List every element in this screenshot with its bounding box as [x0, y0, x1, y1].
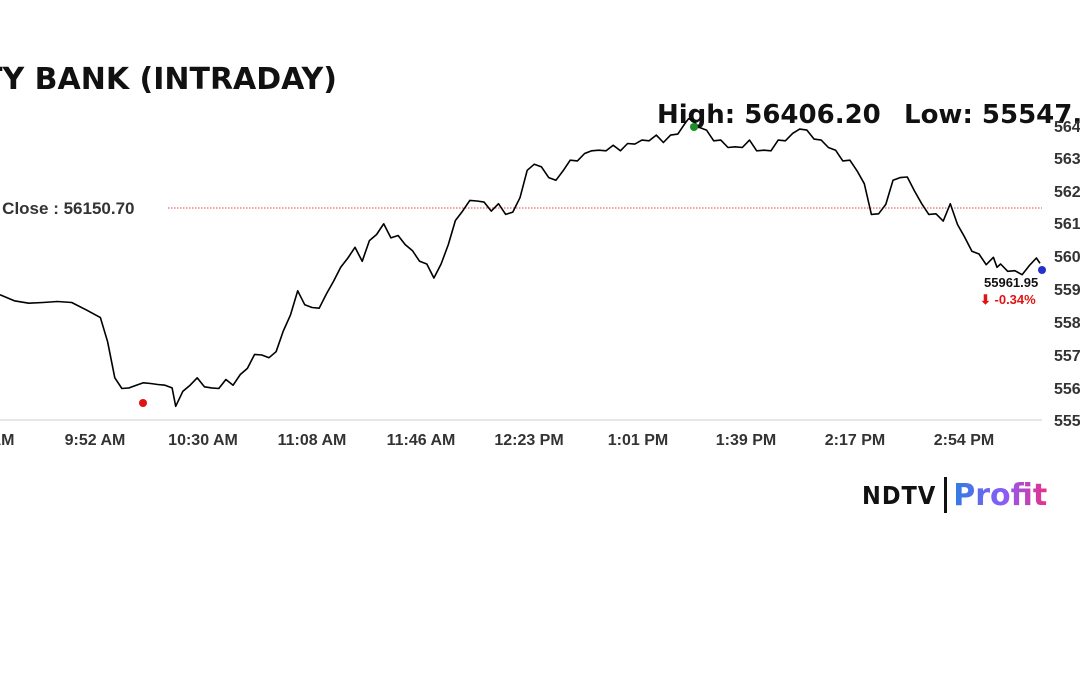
y-tick-label: 556 — [1054, 381, 1080, 398]
x-tick-label: AM — [0, 432, 14, 449]
low-marker — [139, 399, 147, 407]
y-tick-label: 559 — [1054, 282, 1080, 299]
x-tick-label: 11:46 AM — [387, 432, 456, 449]
logo-ndtv-text: NDTV — [862, 480, 937, 510]
y-tick-label: 562 — [1054, 184, 1080, 201]
last-value-label: 55961.95 — [984, 275, 1038, 290]
prev-close-label: v Close : 56150.70 — [0, 199, 135, 218]
x-tick-label: 11:08 AM — [278, 432, 347, 449]
x-tick-label: 12:23 PM — [494, 432, 563, 449]
y-tick-label: 564 — [1054, 119, 1080, 136]
y-tick-label: 555 — [1054, 413, 1080, 430]
y-tick-label: 563 — [1054, 151, 1080, 168]
logo-profit-text: Profit — [953, 477, 1048, 513]
x-tick-label: 9:52 AM — [65, 432, 126, 449]
price-series-line — [0, 117, 1041, 408]
logo-divider — [944, 477, 948, 513]
x-tick-label: 1:01 PM — [608, 432, 668, 449]
y-tick-label: 558 — [1054, 315, 1080, 332]
chart-title: TY BANK (INTRADAY) — [0, 62, 337, 97]
x-tick-label: 2:54 PM — [934, 432, 994, 449]
y-tick-label: 560 — [1054, 249, 1080, 266]
low-label: Low: 55547.35 — [904, 100, 1080, 130]
x-tick-label: 2:17 PM — [825, 432, 885, 449]
high-marker — [690, 123, 698, 131]
last-marker — [1038, 266, 1046, 274]
y-tick-label: 557 — [1054, 348, 1080, 365]
x-tick-label: 1:39 PM — [716, 432, 776, 449]
y-tick-label: 561 — [1054, 216, 1080, 233]
x-tick-label: 10:30 AM — [168, 432, 238, 449]
ndtv-profit-logo: NDTV Profit — [862, 475, 1047, 515]
last-change-label: ⬇ -0.34% — [980, 292, 1036, 307]
